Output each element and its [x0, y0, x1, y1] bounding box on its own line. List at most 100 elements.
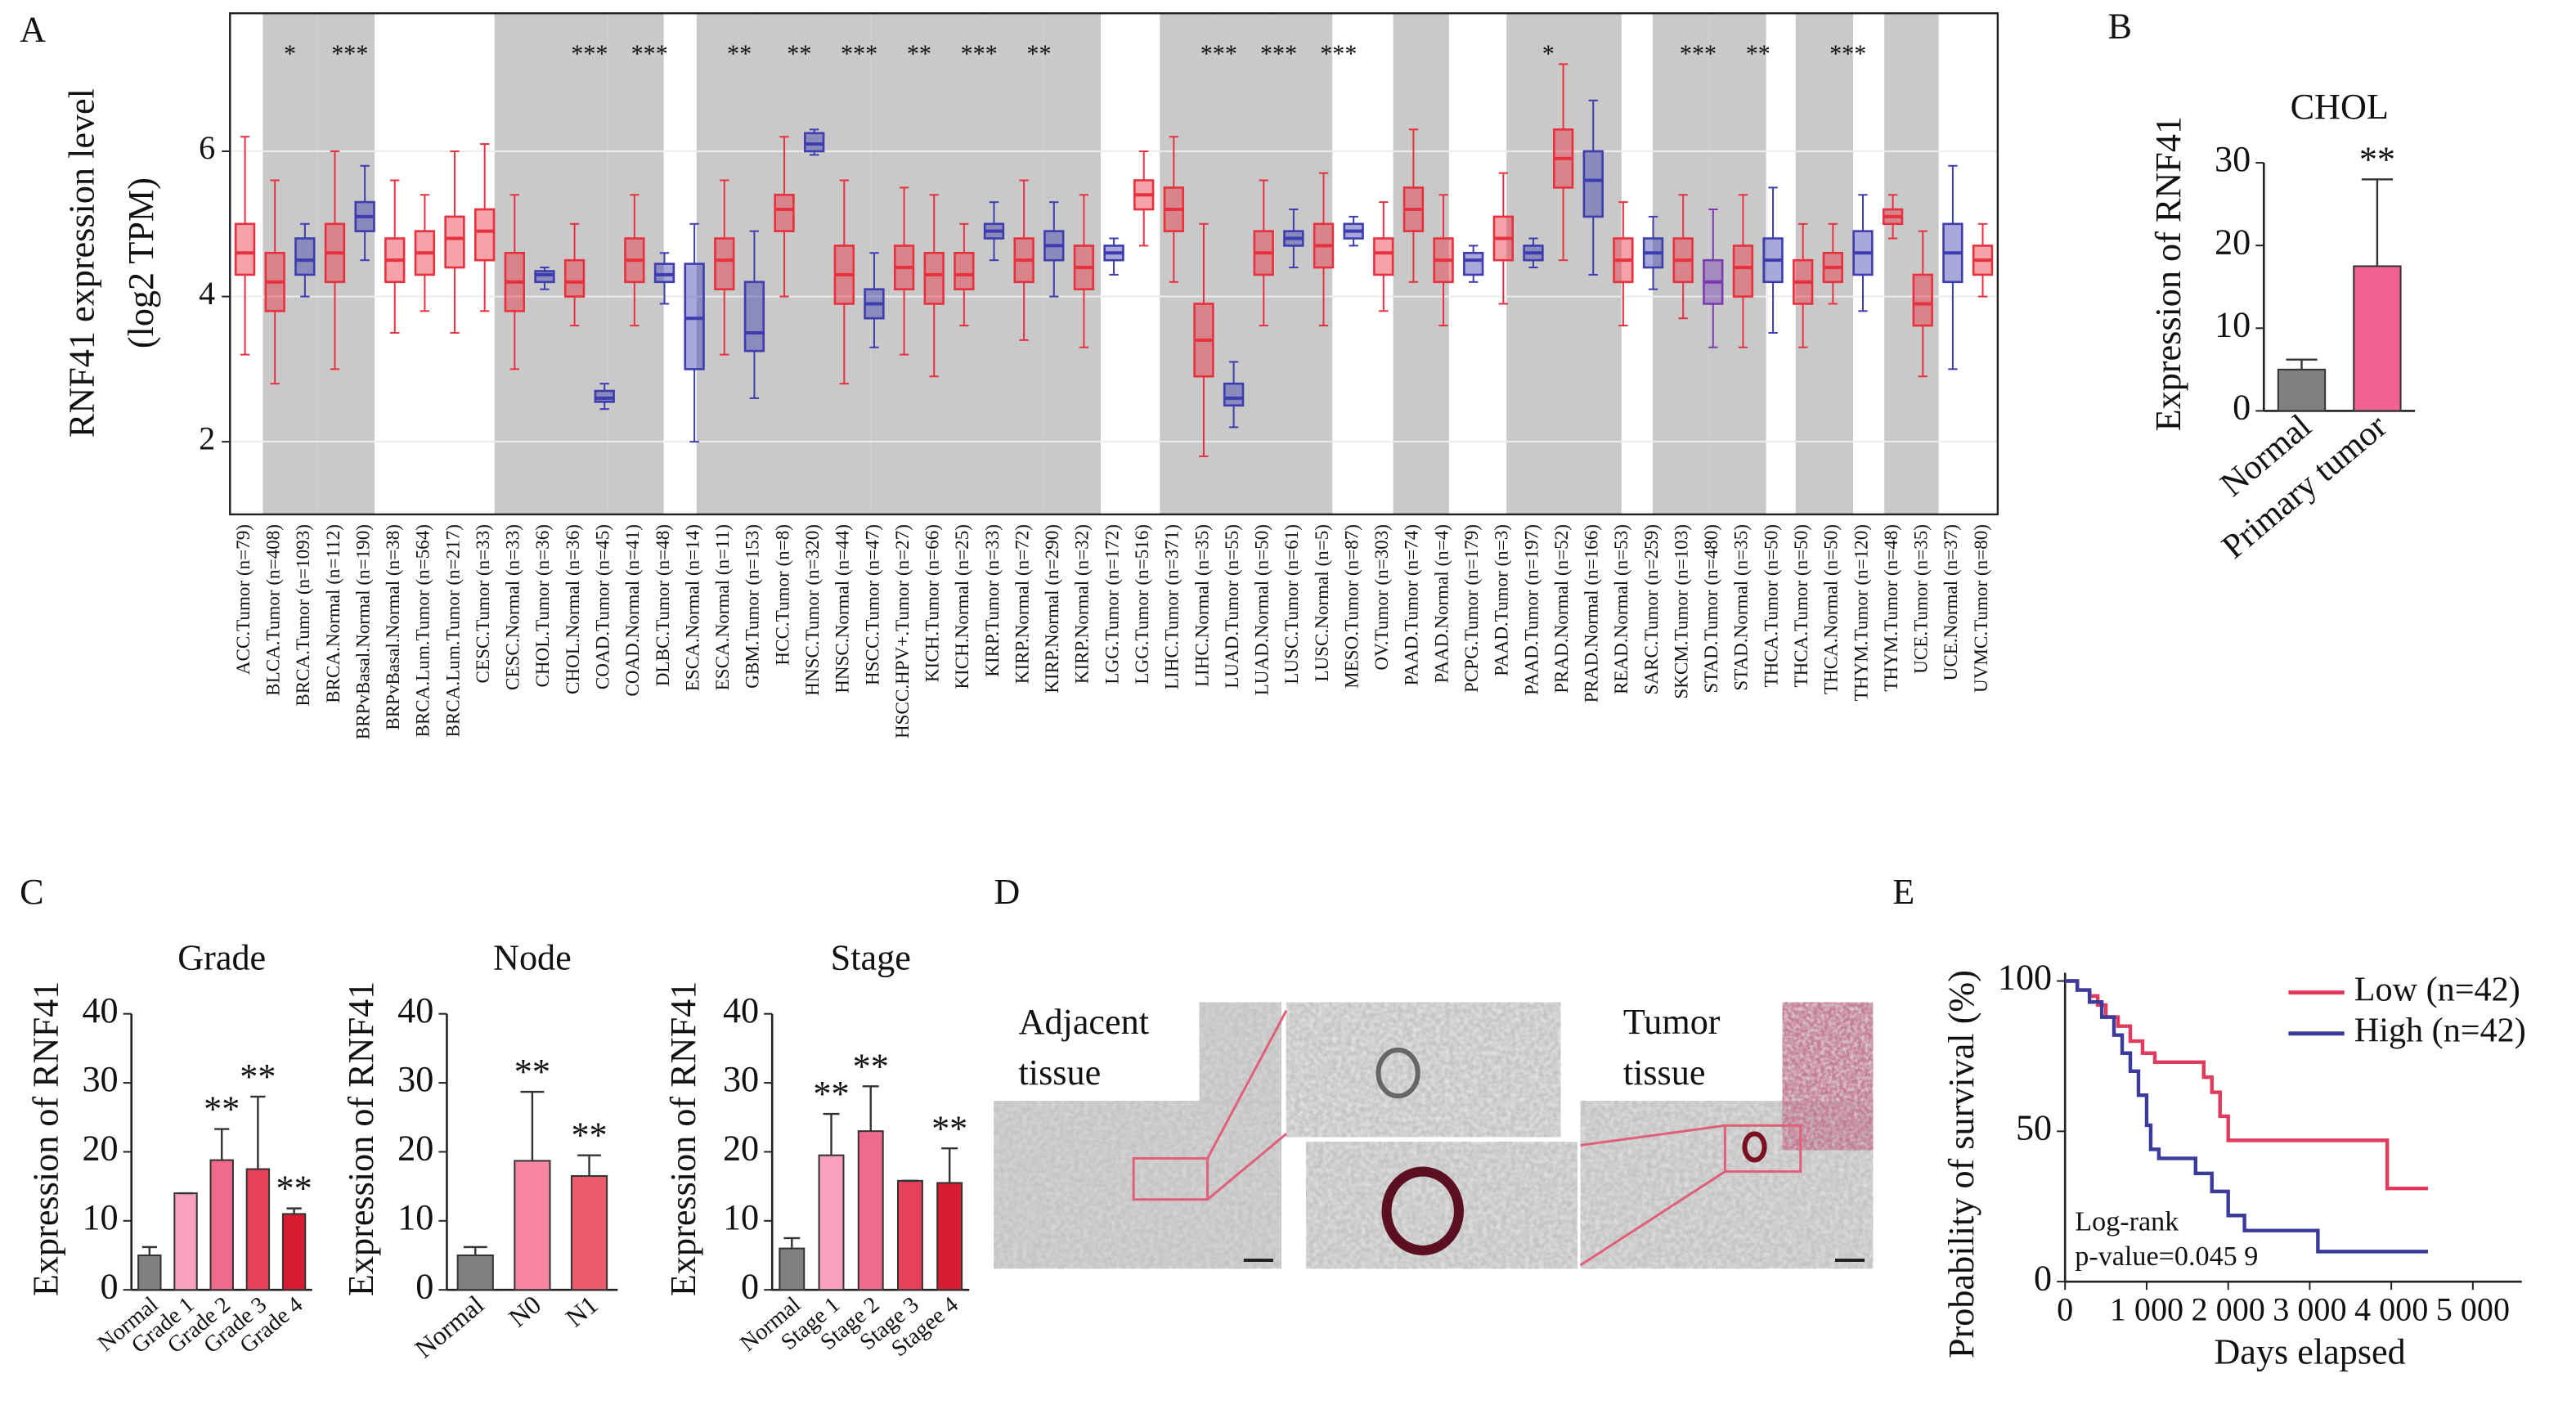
x-tick-label: THYM.Tumor (n=48) [1880, 524, 1901, 692]
x-tick-label: PAAD.Tumor (n=197) [1520, 524, 1542, 695]
x-tick-label: HSCC.Tumor (n=47) [861, 524, 882, 685]
group-shade [1215, 13, 1275, 514]
group-shade [1506, 13, 1564, 514]
x-tick-label: CHOL.Tumor (n=36) [532, 524, 553, 688]
y-tick-label: 0 [741, 1266, 759, 1306]
panel-label: E [1892, 872, 1914, 912]
micrograph-texture [1286, 1002, 1561, 1138]
significance: *** [331, 39, 368, 67]
zoom-box [1723, 1124, 1802, 1174]
significance: ** [813, 1074, 849, 1114]
x-tick-label: HNSC.Normal (n=44) [832, 524, 853, 694]
bar [2353, 265, 2402, 412]
x-tick-label: KIRP.Normal (n=32) [1071, 524, 1093, 684]
bar [896, 1179, 923, 1291]
x-tick-label: THCA.Normal (n=50) [1820, 524, 1842, 694]
significance: *** [571, 39, 608, 67]
box [774, 193, 795, 232]
x-tick-label: CHOL.Normal (n=36) [562, 524, 583, 694]
vessel [1742, 1131, 1767, 1163]
bar [779, 1247, 806, 1291]
significance: ** [240, 1057, 276, 1097]
x-tick-label: BRCA.Lum.Tumor (n=217) [442, 524, 463, 737]
x-tick-label: MESO.Tumor (n=87) [1340, 524, 1362, 689]
box [1582, 150, 1604, 218]
y-tick-label: 30 [723, 1059, 759, 1099]
group-shade [1708, 13, 1766, 514]
bar [514, 1160, 551, 1291]
significance: ** [1746, 39, 1770, 67]
x-tick-label: 1 000 [2110, 1291, 2183, 1328]
bar [281, 1213, 307, 1291]
group-shade [1393, 13, 1449, 514]
x-tick-label: KICH.Tumor (n=66) [922, 524, 943, 682]
x-tick-label: DLBC.Tumor (n=48) [652, 524, 673, 686]
image-label: tissue [1019, 1053, 1102, 1093]
significance: *** [1260, 39, 1297, 67]
group-shade [696, 13, 753, 514]
zoom-box [1132, 1156, 1209, 1201]
box [234, 222, 256, 276]
significance: *** [631, 39, 668, 67]
micrograph-texture [994, 1101, 1281, 1269]
group-shade [927, 13, 986, 514]
bar [2277, 368, 2327, 412]
chart-title: Stage [831, 938, 911, 978]
box [1463, 251, 1484, 276]
y-axis-label: Expression of RNF41 [341, 981, 381, 1296]
box [1223, 382, 1245, 407]
x-tick-label: LGG.Tumor (n=516) [1131, 524, 1152, 685]
group-shade [1160, 13, 1216, 514]
bar [570, 1174, 608, 1291]
x-tick-label: LIHC.Normal (n=35) [1191, 524, 1212, 687]
x-tick-label: LUAD.Tumor (n=55) [1221, 524, 1242, 689]
y-tick-label: 0 [2034, 1258, 2052, 1298]
micrograph-panel: Adjacent tissue Tumor tissue [994, 1002, 1874, 1269]
legend-label: High (n=42) [2354, 1011, 2526, 1049]
x-tick-label: UCE.Tumor (n=35) [1910, 524, 1932, 674]
box [444, 215, 465, 269]
y-tick-label: 100 [1998, 958, 2052, 998]
image-label: Tumor [1623, 1002, 1721, 1042]
box [743, 281, 765, 352]
group-shade [1884, 13, 1939, 514]
x-tick-label: SARC.Tumor (n=259) [1640, 524, 1662, 695]
x-axis-label: Days elapsed [2214, 1332, 2405, 1372]
significance: ** [1026, 39, 1051, 67]
chart-title: Grade [177, 938, 266, 978]
group-shade [263, 13, 317, 514]
x-tick-label: CESC.Normal (n=33) [502, 524, 523, 690]
x-tick-label: STAD.Tumor (n=480) [1700, 524, 1721, 694]
x-tick-label: LIHC.Tumor (n=371) [1161, 524, 1183, 689]
x-tick-label: PAAD.Normal (n=4) [1430, 524, 1452, 683]
box [534, 270, 555, 284]
significance: ** [276, 1169, 312, 1209]
box [1732, 245, 1754, 298]
x-tick-label: HNSC.Tumor (n=320) [801, 524, 823, 696]
zoom-line [1206, 1009, 1288, 1160]
significance: ** [787, 39, 811, 67]
significance: *** [841, 39, 877, 67]
x-tick-label: KIRP.Normal (n=72) [1011, 524, 1032, 684]
x-tick-label: THCA.Tumor (n=50) [1760, 524, 1781, 688]
x-tick-label: LUAD.Normal (n=50) [1251, 524, 1272, 695]
image-label: tissue [1623, 1053, 1706, 1093]
zoom-line [1206, 1133, 1287, 1201]
y-tick-label: 40 [82, 990, 118, 1030]
panel-label: A [20, 10, 46, 50]
bar [936, 1182, 963, 1291]
vessel [1381, 1166, 1464, 1256]
panel-label: D [994, 872, 1020, 912]
box [714, 237, 735, 291]
y-tick-label: 20 [2215, 222, 2251, 262]
x-tick-label: STAD.Normal (n=35) [1730, 524, 1752, 691]
group-shade [550, 13, 608, 514]
y-tick-label: 20 [723, 1129, 759, 1169]
chart-title: Node [493, 938, 572, 978]
x-tick-label: 2 000 [2192, 1291, 2265, 1328]
significance: ** [907, 39, 931, 67]
x-tick-label: LUSC.Tumor (n=61) [1281, 524, 1302, 685]
significance: ** [571, 1115, 607, 1156]
